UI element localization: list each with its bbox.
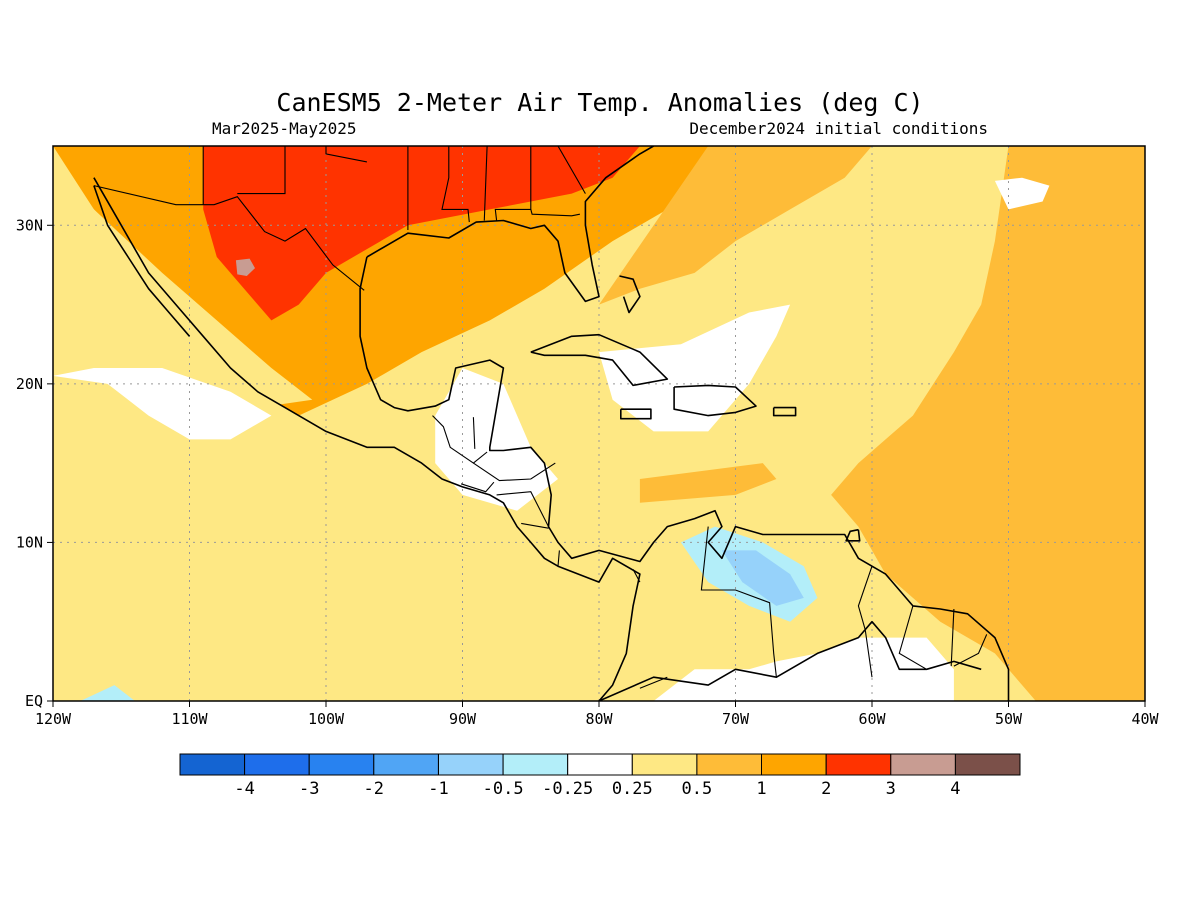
anomaly-region-sargasso-white [994, 177, 1050, 210]
lat-tick-label: EQ [25, 692, 43, 710]
colorbar-swatch [954, 753, 1021, 776]
coastline [619, 408, 652, 420]
colorbar-label: 4 [950, 779, 960, 799]
anomaly-region-gulf-honduras-white [435, 368, 558, 511]
initial-conditions: December2024 initial conditions [689, 119, 988, 138]
colorbar-swatch [373, 753, 439, 776]
graticule [53, 146, 1145, 701]
coastline [366, 146, 654, 303]
border-line [632, 569, 641, 583]
border-line [473, 462, 556, 482]
anomaly-region-pacific-northwest-yellow [53, 146, 313, 408]
colorbar-swatch [179, 753, 246, 776]
lon-tick-label: 100W [308, 710, 345, 728]
border-line [237, 146, 286, 195]
colorbar-label: 1 [756, 779, 766, 799]
border-line [857, 566, 873, 678]
colorbar-swatch [502, 753, 569, 776]
colorbar-label: 0.25 [612, 779, 653, 799]
coastline [93, 185, 191, 337]
colorbar-swatch [696, 753, 763, 776]
lon-tick-label: 50W [995, 710, 1023, 728]
colorbar-swatch [761, 753, 827, 776]
anomaly-region-pacific-equator-light-blue [80, 685, 135, 701]
border-line [521, 522, 549, 529]
anomaly-region-pacific-white [53, 368, 272, 440]
anomaly-regions [53, 146, 1145, 701]
colorbar-label: -3 [299, 779, 319, 799]
border-line [898, 605, 927, 670]
border-line [953, 634, 988, 667]
anomaly-region-caribbean-band-orange [639, 463, 777, 503]
lat-tick-label: 30N [16, 216, 43, 234]
border-line [700, 526, 777, 678]
coastline [619, 275, 641, 314]
coastline [772, 406, 797, 417]
colorbar-label: -0.25 [542, 779, 593, 799]
axis-ticks: 120W 110W 100W 90W 80W 70W 60W 50W 40W EQ 10N 20N 30… [16, 216, 1160, 728]
anomaly-region-southern-white [653, 637, 954, 701]
coastline [530, 333, 669, 387]
border-line [530, 209, 581, 217]
coastline [845, 528, 861, 542]
coastline [93, 177, 641, 701]
border-line [639, 676, 668, 689]
lat-tick-label: 20N [16, 375, 43, 393]
border-line [496, 491, 549, 527]
colorbar-label: -1 [428, 779, 448, 799]
border-line [472, 417, 476, 449]
lon-tick-label: 40W [1131, 710, 1159, 728]
colorbar-swatch [890, 753, 956, 776]
border-line [460, 481, 495, 493]
border-line [950, 608, 955, 667]
lon-tick-label: 70W [722, 710, 750, 728]
lon-tick-label: 60W [858, 710, 886, 728]
anomaly-region-venezuela-blue [721, 550, 804, 606]
colorbar-swatch [567, 753, 633, 776]
colorbar-label: -0.5 [483, 779, 524, 799]
border-line [557, 550, 560, 567]
forecast-period: Mar2025-May2025 [212, 119, 357, 138]
colorbar-swatch [244, 753, 310, 776]
colorbar-swatch [308, 753, 375, 776]
anomaly-region-atlantic-west-orange [599, 146, 872, 305]
lon-tick-label: 90W [449, 710, 477, 728]
border-line [93, 185, 365, 291]
map-title: CanESM5 2-Meter Air Temp. Anomalies (deg… [276, 88, 923, 117]
political-borders [93, 146, 988, 689]
colorbar-label: 0.5 [682, 779, 713, 799]
colorbar-label: -4 [234, 779, 254, 799]
colorbar-label: 2 [821, 779, 831, 799]
colorbar-swatch [631, 753, 698, 776]
colorbar-swatch [438, 753, 504, 776]
anomaly-region-texas-brown [235, 258, 255, 276]
lon-tick-label: 120W [35, 710, 72, 728]
colorbar-label: -2 [364, 779, 384, 799]
anomaly-region-pacific-west-yellow [53, 352, 627, 575]
border-line [483, 146, 488, 221]
anomaly-region-greater-antilles-white [599, 304, 791, 432]
border-line [557, 146, 586, 194]
colorbar-swatch [825, 753, 892, 776]
border-line [432, 415, 488, 464]
border-line [325, 146, 368, 163]
border-line [441, 146, 470, 223]
lat-tick-label: 10N [16, 533, 43, 551]
lon-tick-label: 110W [171, 710, 208, 728]
colorbar: -4 -3 -2 -1 -0.5 -0.25 0.25 0.5 1 2 3 4 [179, 753, 1021, 799]
lon-tick-label: 80W [585, 710, 613, 728]
colorbar-label: 3 [886, 779, 896, 799]
anomaly-region-atlantic-east-orange [831, 146, 1145, 701]
border-line [494, 146, 532, 221]
coastline [359, 256, 1010, 701]
coastline [673, 384, 757, 417]
